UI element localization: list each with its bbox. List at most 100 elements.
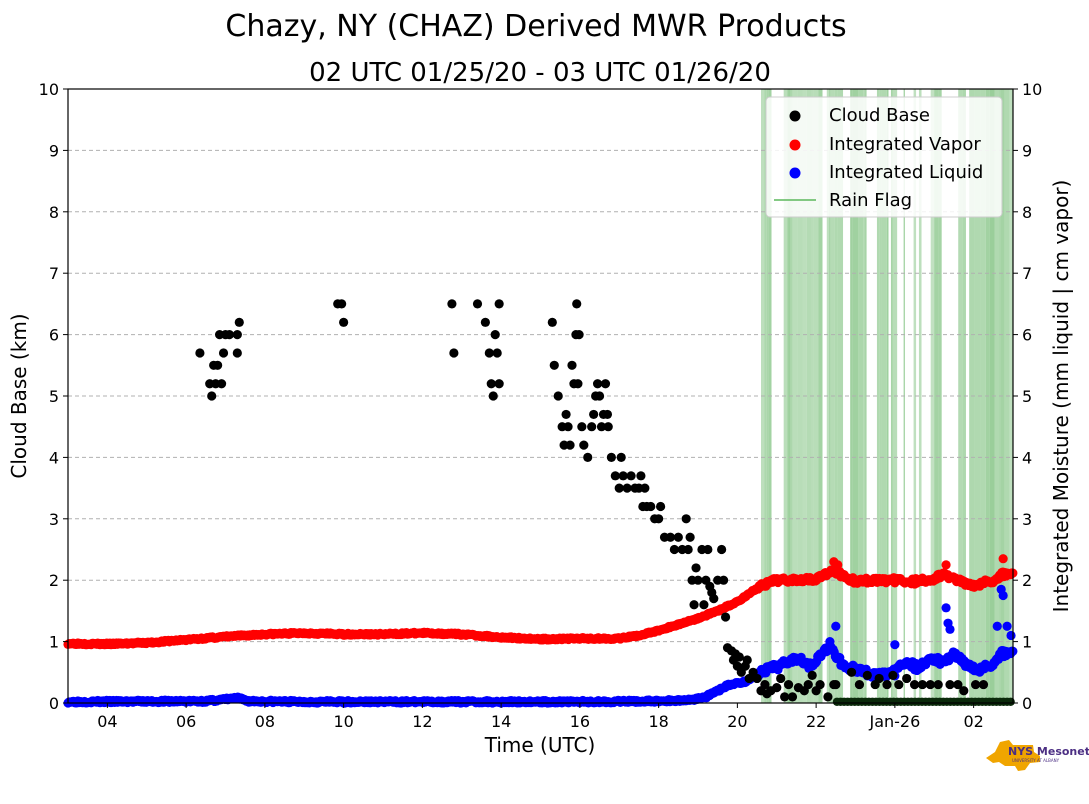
cloud-base-point [602, 409, 613, 420]
cloud-base-point [224, 330, 235, 340]
integrated-liquid-point [1006, 630, 1016, 641]
legend-marker-integrated-vapor [789, 139, 801, 151]
y-tick-label-right: 7 [1022, 264, 1032, 283]
cloud-base-point [492, 348, 502, 358]
x-tick-label: 14 [491, 712, 511, 731]
cloud-base-point [567, 360, 577, 370]
cloud-base-point [195, 348, 205, 358]
cloud-base-point [640, 483, 650, 493]
y-tick-label-right: 4 [1022, 448, 1032, 467]
rain-flag-band [938, 89, 942, 703]
integrated-liquid-point [831, 621, 841, 631]
legend-label-integrated-liquid: Integrated Liquid [829, 162, 983, 183]
cloud-base-point [636, 471, 646, 481]
cloud-base-point [583, 452, 593, 462]
cloud-base-point [862, 670, 872, 680]
legend-label-integrated-vapor: Integrated Vapor [829, 134, 981, 155]
rain-flag-band [876, 89, 880, 703]
cloud-base-point [472, 299, 483, 309]
cloud-base-point [577, 422, 587, 432]
y-tick-label-left: 6 [49, 326, 59, 345]
cloud-base-point [953, 679, 963, 690]
cloud-base-point [787, 692, 798, 702]
cloud-base-point [669, 544, 679, 555]
y-tick-label-right: 1 [1022, 633, 1032, 652]
y-tick-label-right: 2 [1022, 571, 1032, 590]
cloud-base-point [970, 679, 981, 690]
cloud-base-point [488, 391, 498, 401]
cloud-base-point [606, 452, 616, 462]
y-tick-label-right: 0 [1022, 694, 1032, 713]
y-tick-label-left: 5 [49, 387, 59, 406]
legend: Cloud Base Integrated Vapor Integrated L… [765, 96, 1003, 218]
cloud-base-point [573, 379, 583, 389]
legend-box [765, 96, 1003, 218]
cloud-base-point [449, 348, 459, 358]
cloud-base-point [622, 483, 632, 493]
x-tick-label: 06 [176, 712, 196, 731]
cloud-base-point [553, 391, 563, 401]
x-tick-label: 20 [727, 712, 747, 731]
cloud-base-point [683, 544, 693, 555]
rain-flag-band [974, 89, 981, 703]
cloud-base-point [579, 440, 589, 450]
cloud-base-point [596, 422, 607, 432]
cloud-base-point [447, 299, 457, 309]
rain-flag-band [890, 89, 893, 703]
cloud-base-point [587, 422, 597, 432]
cloud-base-point [717, 544, 727, 555]
y-tick-label-left: 7 [49, 264, 59, 283]
integrated-liquid-point [992, 621, 1002, 631]
cloud-base-point [339, 317, 349, 327]
integrated-liquid-series [63, 584, 1018, 708]
cloud-base-point [823, 692, 833, 702]
cloud-base-point [565, 440, 575, 450]
cloud-base-point [572, 299, 582, 309]
y-tick-label-right: 10 [1022, 80, 1042, 99]
chart-title: Chazy, NY (CHAZ) Derived MWR Products [225, 9, 846, 44]
integrated-liquid-point [890, 640, 900, 650]
cloud-base-point [232, 348, 242, 358]
integrated-liquid-point [945, 624, 955, 634]
cloud-base-point [232, 330, 242, 340]
y-tick-label-left: 1 [49, 633, 59, 652]
cloud-base-point [846, 667, 857, 677]
cloud-base-point [693, 575, 703, 585]
cloud-base-point [213, 360, 223, 370]
cloud-base-point [734, 652, 744, 662]
y-tick-label-left: 2 [49, 571, 59, 590]
rain-flag-band [850, 89, 853, 703]
legend-label-cloud-base: Cloud Base [829, 105, 930, 126]
cloud-base-point [484, 348, 494, 358]
cloud-base-point [494, 379, 504, 389]
x-tick-label: 08 [255, 712, 275, 731]
cloud-base-point [760, 679, 770, 690]
cloud-base-point [978, 679, 989, 690]
cloud-base-point [854, 679, 865, 690]
rain-flag-band [863, 89, 865, 703]
integrated-vapor-point [833, 560, 843, 570]
cloud-base-point [216, 379, 227, 389]
cloud-base-point [888, 670, 898, 680]
rain-flag-band [1009, 89, 1013, 703]
integrated-liquid-point [825, 637, 835, 647]
cloud-base-point [815, 679, 825, 690]
cloud-base-point [831, 679, 841, 690]
cloud-base-point [589, 409, 599, 420]
cloud-base-point [646, 501, 656, 512]
y-axis-label-right: Integrated Moisture (mm liquid | cm vapo… [1049, 180, 1073, 613]
cloud-base-point [803, 679, 813, 690]
cloud-base-point [917, 679, 928, 690]
x-tick-label: 22 [806, 712, 826, 731]
cloud-base-point [703, 544, 713, 555]
y-tick-label-left: 9 [49, 141, 59, 160]
x-tick-label: 10 [333, 712, 353, 731]
x-tick-label: 02 [963, 712, 983, 731]
legend-label-rain-flag: Rain Flag [829, 190, 912, 211]
y-tick-label-right: 3 [1022, 510, 1032, 529]
cloud-base-point [699, 600, 709, 610]
cloud-base-point [752, 673, 762, 684]
rain-flag-band [813, 89, 819, 703]
